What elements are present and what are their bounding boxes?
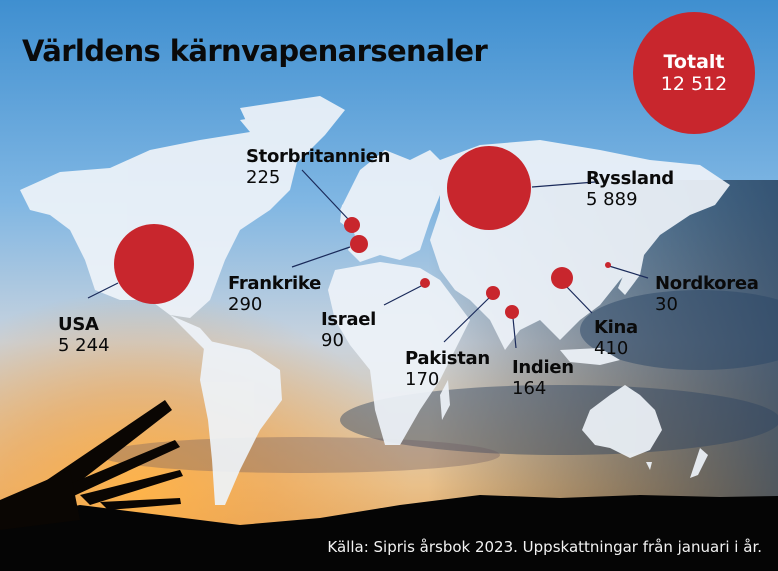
label-russia: Ryssland 5 889 xyxy=(586,168,674,210)
label-china: Kina 410 xyxy=(594,317,638,359)
country-name: Nordkorea xyxy=(655,273,759,294)
bubble-pakistan xyxy=(486,286,500,300)
total-label: Totalt xyxy=(663,51,725,73)
source-note: Källa: Sipris årsbok 2023. Uppskattninga… xyxy=(327,538,762,556)
label-northkorea: Nordkorea 30 xyxy=(655,273,759,315)
label-israel: Israel 90 xyxy=(321,309,376,351)
country-value: 90 xyxy=(321,330,344,351)
country-value: 170 xyxy=(405,369,440,390)
country-value: 5 889 xyxy=(586,189,638,210)
total-value: 12 512 xyxy=(660,73,728,95)
country-name: Kina xyxy=(594,317,638,338)
chart-title: Världens kärnvapenarsenaler xyxy=(22,34,488,68)
bubble-uk xyxy=(344,217,360,233)
bubble-france xyxy=(350,235,368,253)
country-value: 30 xyxy=(655,294,678,315)
label-uk: Storbritannien 225 xyxy=(246,146,390,188)
country-value: 290 xyxy=(228,294,263,315)
bubble-northkorea xyxy=(605,262,611,268)
country-name: Frankrike xyxy=(228,273,321,294)
country-name: Ryssland xyxy=(586,168,674,189)
label-usa: USA 5 244 xyxy=(58,314,110,356)
country-name: Indien xyxy=(512,357,574,378)
country-value: 164 xyxy=(512,378,547,399)
label-india: Indien 164 xyxy=(512,357,574,399)
country-name: Pakistan xyxy=(405,348,490,369)
country-value: 225 xyxy=(246,167,281,188)
label-pakistan: Pakistan 170 xyxy=(405,348,490,390)
bubble-india xyxy=(505,305,519,319)
bubble-usa xyxy=(114,224,194,304)
total-badge: Totalt 12 512 xyxy=(633,12,755,134)
country-name: Israel xyxy=(321,309,377,330)
country-value: 5 244 xyxy=(58,335,110,356)
bubble-russia xyxy=(447,146,531,230)
country-name: Storbritannien xyxy=(246,146,391,167)
label-france: Frankrike 290 xyxy=(228,273,321,315)
bubble-china xyxy=(551,267,573,289)
bubble-israel xyxy=(420,278,430,288)
country-name: USA xyxy=(58,314,99,335)
country-value: 410 xyxy=(594,338,629,359)
